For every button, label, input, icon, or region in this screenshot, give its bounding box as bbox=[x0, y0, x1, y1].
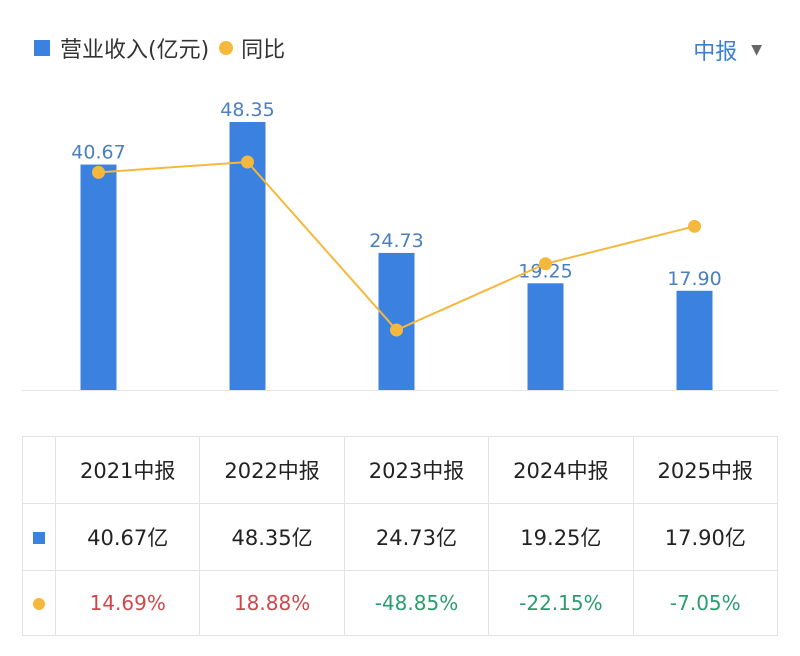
yoy-cell: -48.85% bbox=[343, 570, 490, 636]
period-selector-label: 中报 bbox=[693, 40, 738, 65]
revenue-cell: 19.25亿 bbox=[488, 503, 634, 571]
yoy-row-icon bbox=[22, 570, 56, 636]
revenue-row-icon bbox=[22, 503, 56, 571]
yoy-cell: -7.05% bbox=[632, 570, 779, 636]
revenue-cell: 24.73亿 bbox=[343, 503, 490, 571]
chart-legend: 营业收入(亿元) 同比 bbox=[34, 32, 285, 64]
chevron-down-icon: ▼ bbox=[751, 42, 762, 58]
bar-legend-swatch bbox=[34, 40, 50, 56]
yoy-cell: 14.69% bbox=[54, 570, 201, 636]
bar-value-label: 17.90 bbox=[667, 268, 721, 290]
revenue-bar bbox=[80, 164, 117, 390]
bar-legend-label: 营业收入(亿元) bbox=[60, 38, 210, 63]
revenue-bar bbox=[527, 283, 564, 390]
table-header-cell: 2024中报 bbox=[488, 436, 634, 504]
revenue-cell: 40.67亿 bbox=[54, 503, 201, 571]
revenue-cell: 17.90亿 bbox=[632, 503, 779, 571]
bar-value-label: 48.35 bbox=[220, 99, 274, 121]
yoy-point bbox=[539, 257, 552, 271]
table-row-yoy: 14.69% 18.88% -48.85% -22.15% -7.05% bbox=[22, 570, 779, 636]
revenue-bar bbox=[378, 252, 415, 390]
table-header-cell: 2023中报 bbox=[343, 436, 490, 504]
bar-value-label: 40.67 bbox=[71, 142, 125, 164]
bar-value-label: 19.25 bbox=[518, 260, 572, 282]
revenue-bar bbox=[676, 290, 713, 390]
yoy-point bbox=[92, 165, 105, 179]
table-header-cell: 2025中报 bbox=[632, 436, 779, 504]
table-corner-cell bbox=[22, 436, 56, 504]
yoy-cell: 18.88% bbox=[199, 570, 345, 636]
bar-value-label: 24.73 bbox=[369, 230, 423, 252]
yoy-cell: -22.15% bbox=[488, 570, 634, 636]
table-header-row: 2021中报 2022中报 2023中报 2024中报 2025中报 bbox=[22, 436, 779, 504]
data-table: 2021中报 2022中报 2023中报 2024中报 2025中报 40.67… bbox=[22, 436, 779, 636]
table-header-cell: 2021中报 bbox=[54, 436, 201, 504]
yoy-point bbox=[688, 219, 701, 233]
revenue-chart: 40.67 48.35 24.73 19.25 17.90 bbox=[22, 99, 778, 391]
table-header-cell: 2022中报 bbox=[199, 436, 345, 504]
line-legend-label: 同比 bbox=[241, 38, 286, 63]
table-row-revenue: 40.67亿 48.35亿 24.73亿 19.25亿 17.90亿 bbox=[22, 503, 779, 571]
revenue-cell: 48.35亿 bbox=[199, 503, 345, 571]
yoy-point bbox=[390, 323, 403, 337]
period-selector[interactable]: 中报 ▼ bbox=[693, 34, 762, 66]
yoy-point bbox=[241, 155, 254, 169]
line-legend-swatch bbox=[219, 41, 234, 55]
